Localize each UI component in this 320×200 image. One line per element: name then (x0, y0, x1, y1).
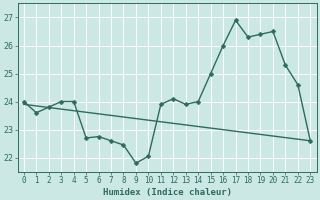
X-axis label: Humidex (Indice chaleur): Humidex (Indice chaleur) (103, 188, 232, 197)
